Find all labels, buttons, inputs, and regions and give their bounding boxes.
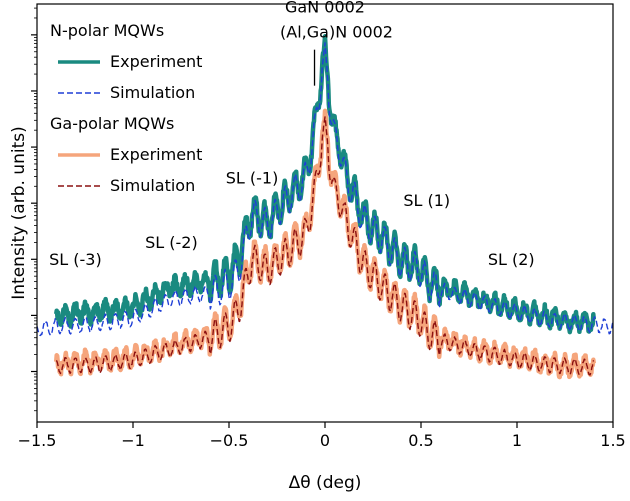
legend-heading: N-polar MQWs <box>50 21 164 40</box>
x-tick-label: 1 <box>512 431 522 450</box>
series-n-polar-simulation-line <box>37 42 613 337</box>
annotation-label: GaN 0002 <box>285 0 365 16</box>
legend-label: Simulation <box>110 83 195 102</box>
legend: N-polar MQWs Experiment Simulation Ga-polar… <box>50 21 202 195</box>
x-tick-label: −1.5 <box>18 431 57 450</box>
x-axis-label: Δθ (deg) <box>289 473 362 493</box>
series-layer <box>37 34 613 380</box>
annotation-label: SL (-3) <box>49 250 102 269</box>
annotation-layer: GaN 0002 (Al,Ga)N 0002 SL (-3) SL (-2) SL (-… <box>49 0 535 269</box>
annotation-label: SL (1) <box>403 191 450 210</box>
legend-heading: Ga-polar MQWs <box>50 114 174 133</box>
annotation-label: SL (-1) <box>226 169 279 188</box>
y-axis-label: Intensity (arb. units) <box>9 126 29 299</box>
x-tick-label: 0.5 <box>408 431 433 450</box>
annotation-label: SL (-2) <box>145 233 198 252</box>
annotation-label: (Al,Ga)N 0002 <box>280 23 393 42</box>
axes-layer: −1.5 −1 −0.5 0 0.5 1 1.5 <box>18 7 626 450</box>
legend-label: Simulation <box>110 176 195 195</box>
legend-label: Experiment <box>110 145 202 164</box>
series-n-polar-experiment-line <box>53 34 597 335</box>
x-tick-label: 1.5 <box>600 431 625 450</box>
x-tick-label: −0.5 <box>210 431 249 450</box>
x-tick-label: 0 <box>320 431 330 450</box>
x-tick-label: −1 <box>121 431 145 450</box>
legend-label: Experiment <box>110 52 202 71</box>
series-ga-polar-simulation-line <box>55 116 595 376</box>
annotation-label: SL (2) <box>488 250 535 269</box>
